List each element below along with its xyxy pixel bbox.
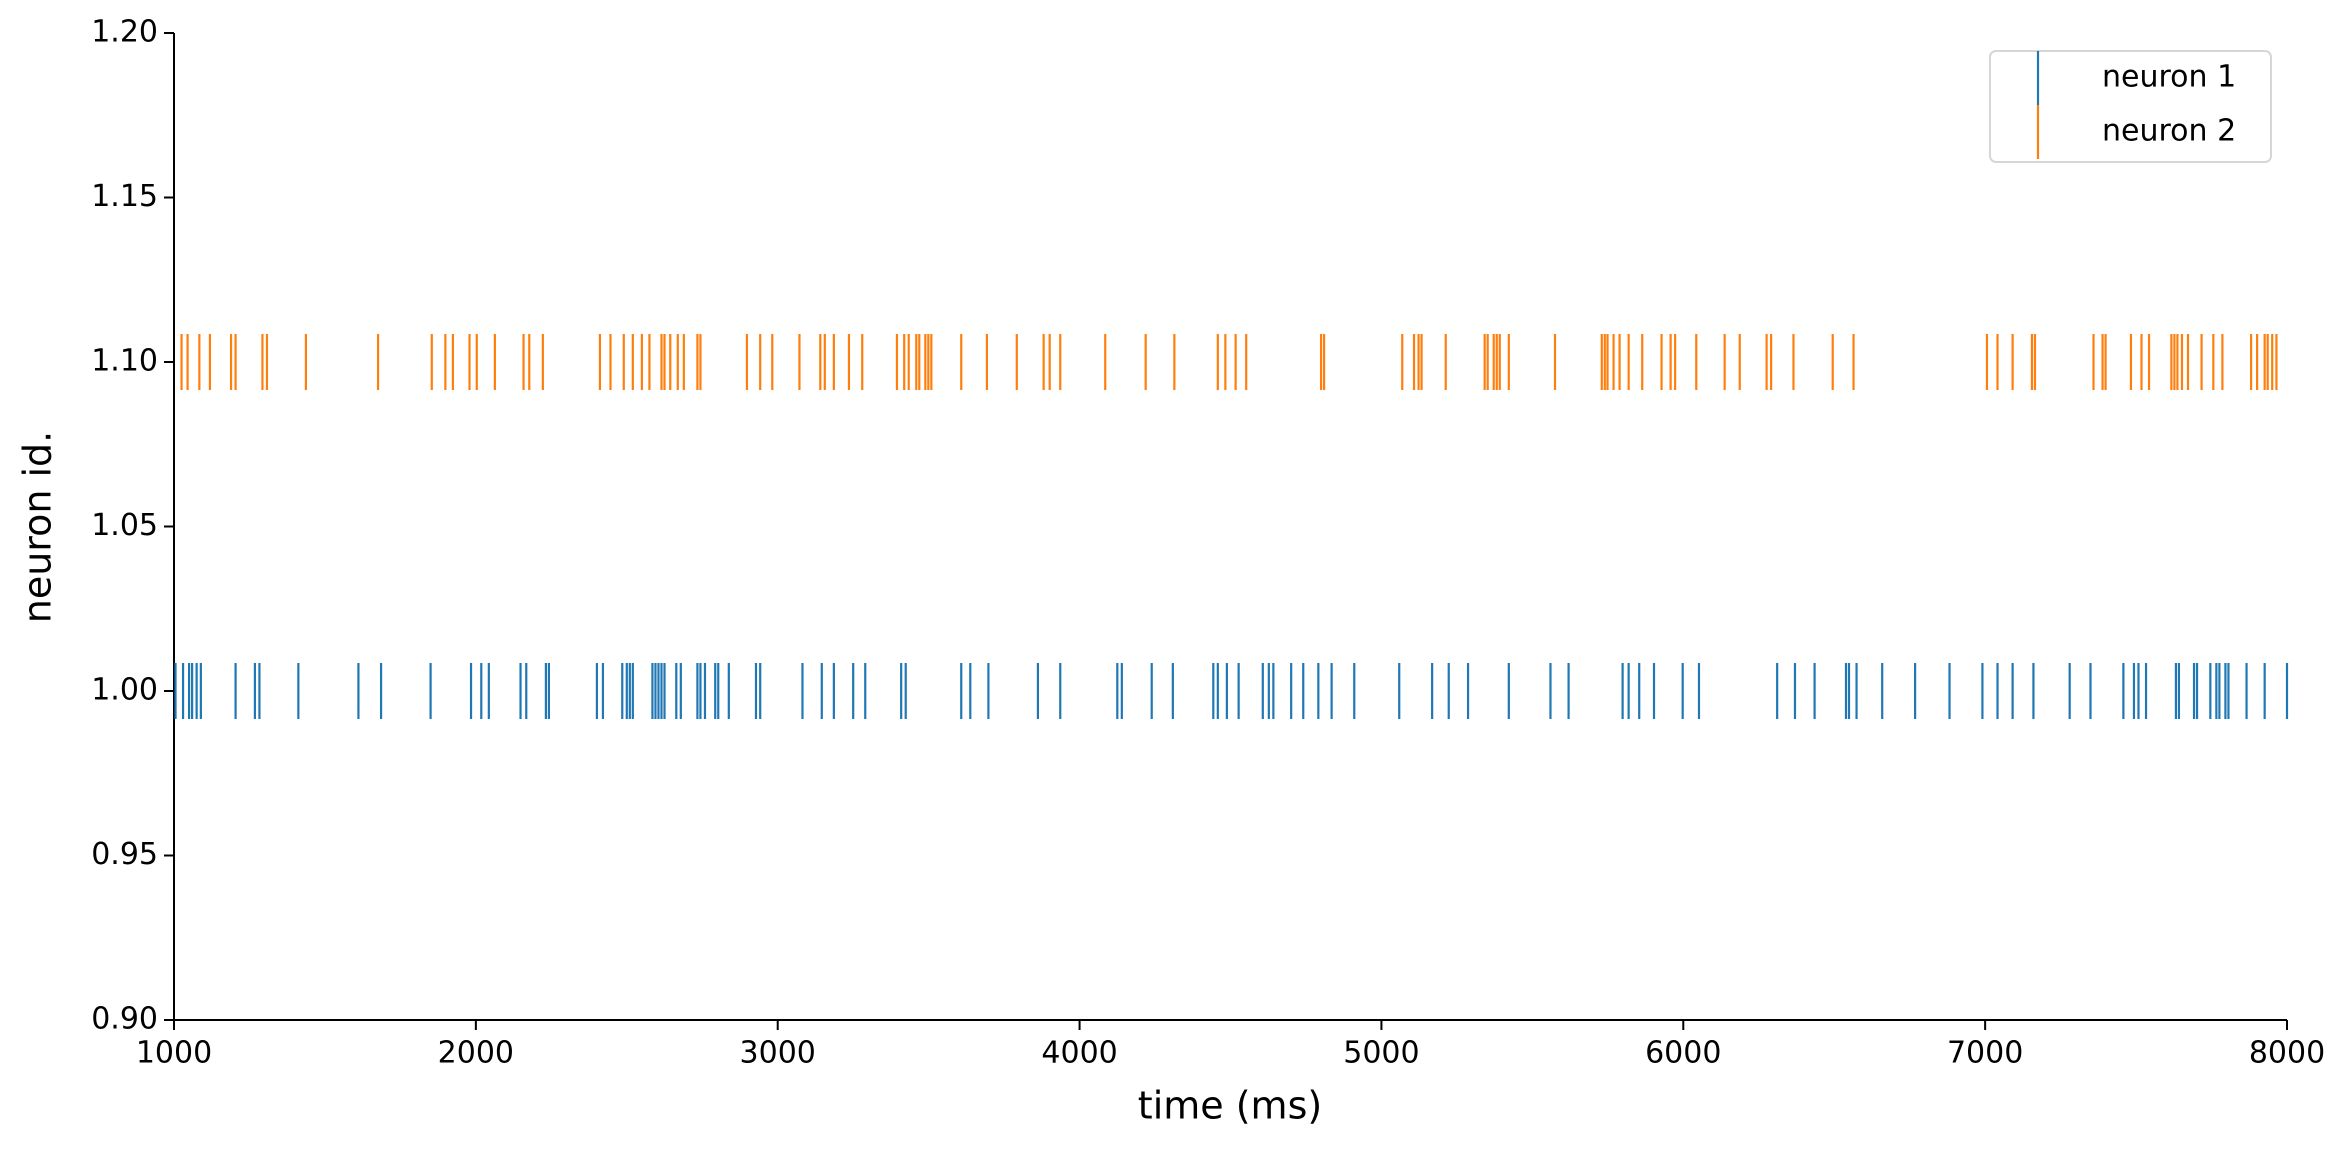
legend-box xyxy=(1989,50,2272,163)
y-tick-label: 1.15 xyxy=(91,179,158,214)
legend-label: neuron 2 xyxy=(2102,114,2236,149)
y-tick-label: 0.90 xyxy=(91,1002,158,1037)
x-tick-label: 6000 xyxy=(1645,1036,1721,1071)
y-tick-label: 1.00 xyxy=(91,673,158,708)
x-axis-label: time (ms) xyxy=(1138,1084,1322,1128)
x-tick-label: 2000 xyxy=(438,1036,514,1071)
y-tick-label: 1.20 xyxy=(91,15,158,50)
x-tick-label: 4000 xyxy=(1041,1036,1117,1071)
legend-label: neuron 1 xyxy=(2102,60,2236,95)
x-tick-label: 7000 xyxy=(1947,1036,2023,1071)
y-tick-label: 1.10 xyxy=(91,344,158,379)
x-tick-label: 5000 xyxy=(1343,1036,1419,1071)
y-tick-label: 1.05 xyxy=(91,508,158,543)
x-tick-label: 3000 xyxy=(740,1036,816,1071)
y-axis-label: neuron id. xyxy=(16,431,60,624)
x-tick-label: 1000 xyxy=(136,1036,212,1071)
y-tick-label: 0.95 xyxy=(91,837,158,872)
x-tick-label: 8000 xyxy=(2249,1036,2325,1071)
